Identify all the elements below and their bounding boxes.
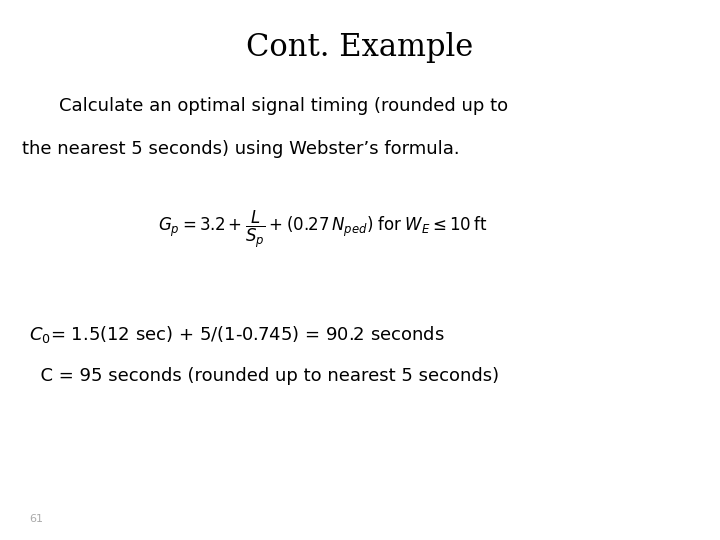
Text: the nearest 5 seconds) using Webster’s formula.: the nearest 5 seconds) using Webster’s f… <box>22 140 459 158</box>
Text: Calculate an optimal signal timing (rounded up to: Calculate an optimal signal timing (roun… <box>36 97 508 115</box>
Text: C = 95 seconds (rounded up to nearest 5 seconds): C = 95 seconds (rounded up to nearest 5 … <box>29 367 499 385</box>
Text: $C_0$= 1.5(12 sec) + 5/(1-0.745) = 90.2 seconds: $C_0$= 1.5(12 sec) + 5/(1-0.745) = 90.2 … <box>29 324 444 345</box>
Text: 61: 61 <box>29 514 42 524</box>
Text: Cont. Example: Cont. Example <box>246 32 474 63</box>
Text: $G_p = 3.2 + \dfrac{L}{S_p} + (0.27\,N_{ped})\;\mathrm{for}\; W_E \leq 10\,\math: $G_p = 3.2 + \dfrac{L}{S_p} + (0.27\,N_{… <box>158 209 487 250</box>
